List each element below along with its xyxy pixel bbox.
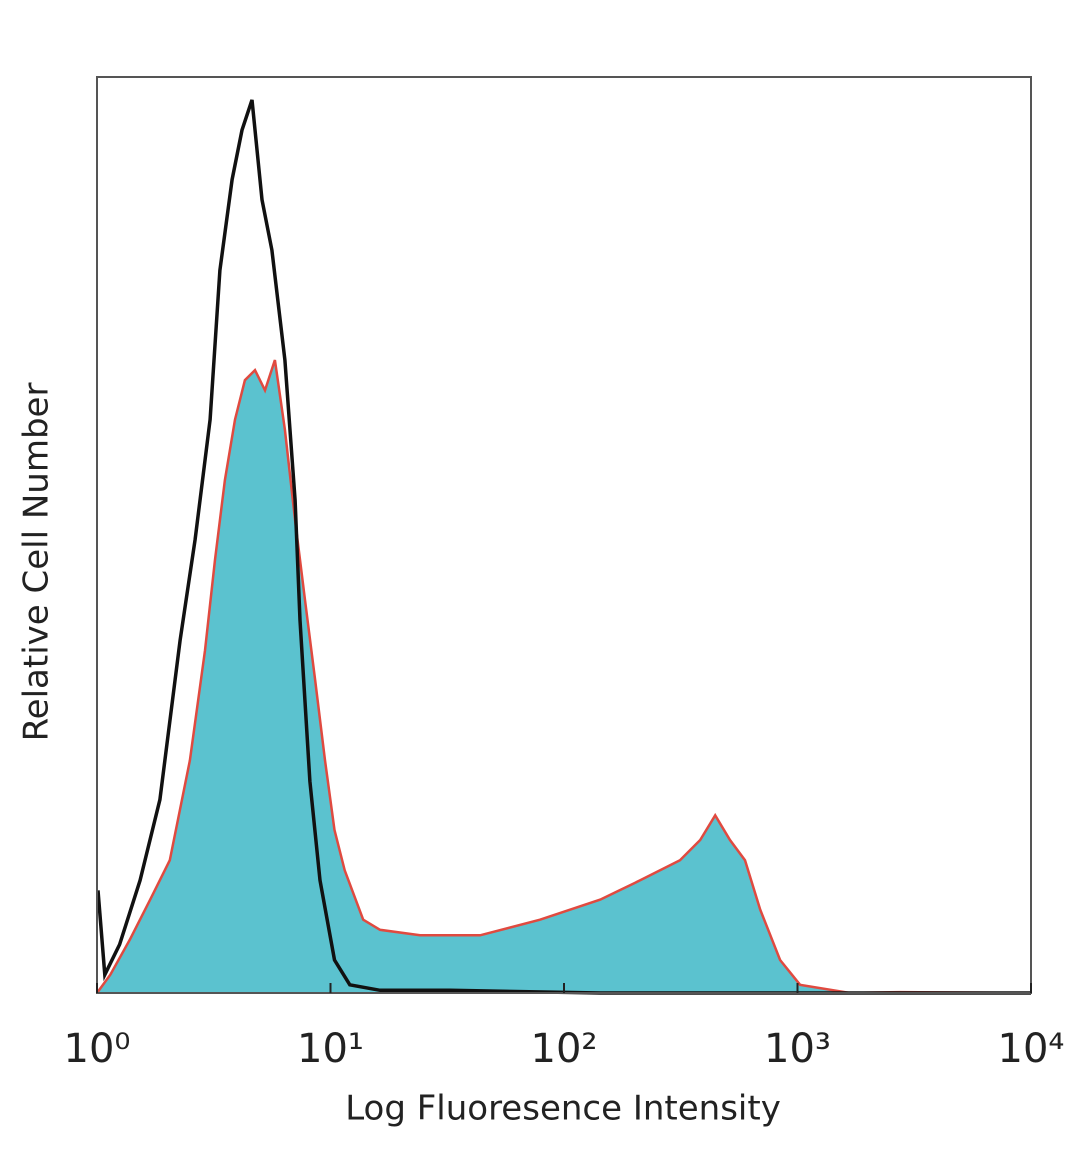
x-axis-label: Log Fluoresence Intensity [345, 1089, 781, 1129]
x-tick-label: 10² [531, 1026, 598, 1072]
x-tick-label: 10³ [764, 1026, 831, 1072]
y-axis-label: Relative Cell Number [17, 383, 57, 742]
x-tick-label: 10⁴ [998, 1026, 1065, 1072]
histogram-outline [95, 359, 1032, 995]
x-tick-label: 10¹ [297, 1026, 364, 1072]
x-tick-label: 10⁰ [64, 1026, 131, 1072]
histogram-area [97, 360, 1031, 993]
histogram-line [96, 99, 1031, 995]
